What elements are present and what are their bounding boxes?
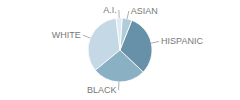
svg-text:BLACK: BLACK [87, 85, 117, 95]
svg-text:WHITE: WHITE [52, 30, 81, 40]
svg-text:HISPANIC: HISPANIC [161, 36, 203, 46]
svg-text:A.I.: A.I. [103, 5, 117, 15]
svg-text:ASIAN: ASIAN [131, 6, 158, 16]
